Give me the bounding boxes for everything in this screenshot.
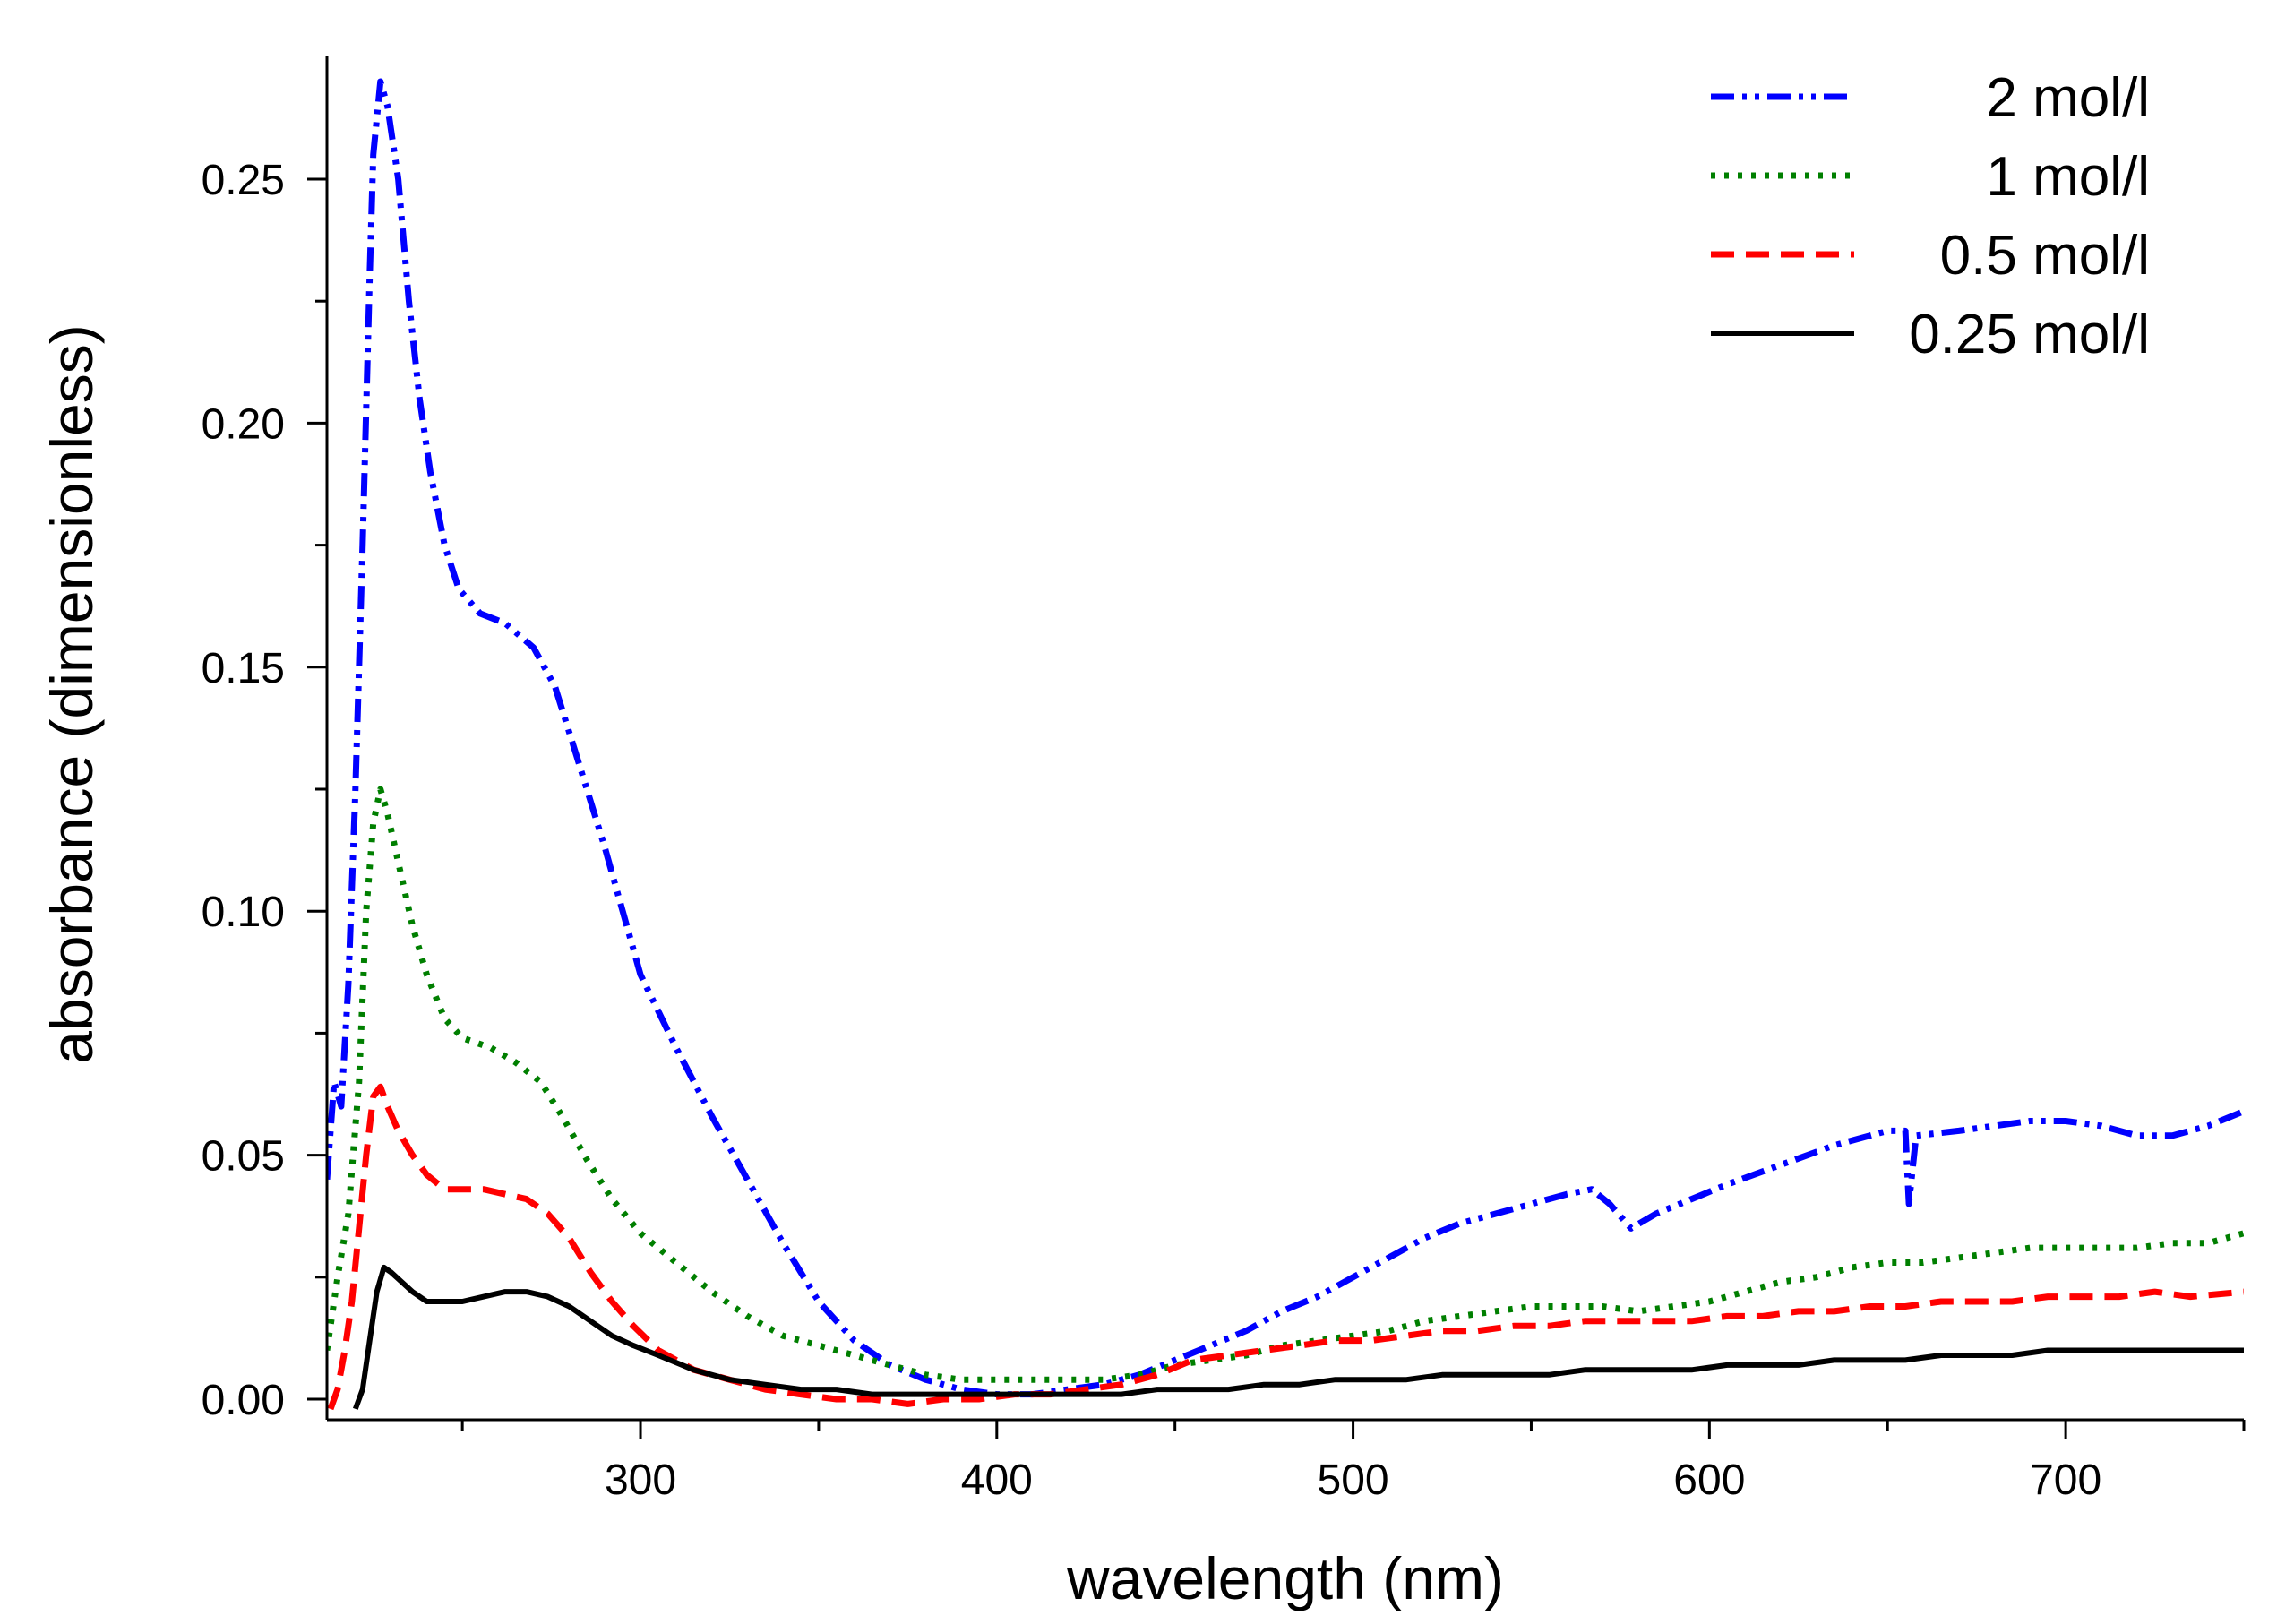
- y-tick-label: 0.00: [202, 1377, 285, 1424]
- ticks-layer: 300 400 500 600 700 0.00 0.05 0.10 0.15 0.20 0.25: [202, 157, 2246, 1504]
- legend: 2 mol/l 1 mol/l 0.5 mol/l 0.25 mol/l: [1711, 67, 2150, 365]
- axes-layer: [325, 56, 2244, 1422]
- x-tick-label: 600: [1673, 1456, 1745, 1504]
- legend-label-4: 0.25 mol/l: [1909, 304, 2150, 365]
- y-tick-label: 0.20: [202, 400, 285, 448]
- x-axis-title: wavelength (nm): [1066, 1545, 1504, 1611]
- legend-label-3: 0.5 mol/l: [1940, 225, 2150, 287]
- legend-label-2: 1 mol/l: [1986, 146, 2150, 208]
- y-tick-label: 0.10: [202, 889, 285, 936]
- series-line-2: [327, 786, 2244, 1383]
- x-tick-label: 400: [961, 1456, 1033, 1504]
- y-tick-label: 0.05: [202, 1133, 285, 1181]
- y-tick-label: 0.15: [202, 645, 285, 692]
- x-tick-label: 500: [1318, 1456, 1389, 1504]
- x-tick-label: 300: [605, 1456, 676, 1504]
- y-axis-title: absorbance (dimensionless): [39, 324, 105, 1063]
- series-layer: [327, 78, 2244, 1411]
- legend-label-1: 2 mol/l: [1986, 67, 2150, 129]
- x-tick-label: 700: [2030, 1456, 2101, 1504]
- y-tick-label: 0.25: [202, 157, 285, 204]
- series-line-3: [327, 1083, 2244, 1411]
- series-line-4: [352, 1264, 2244, 1410]
